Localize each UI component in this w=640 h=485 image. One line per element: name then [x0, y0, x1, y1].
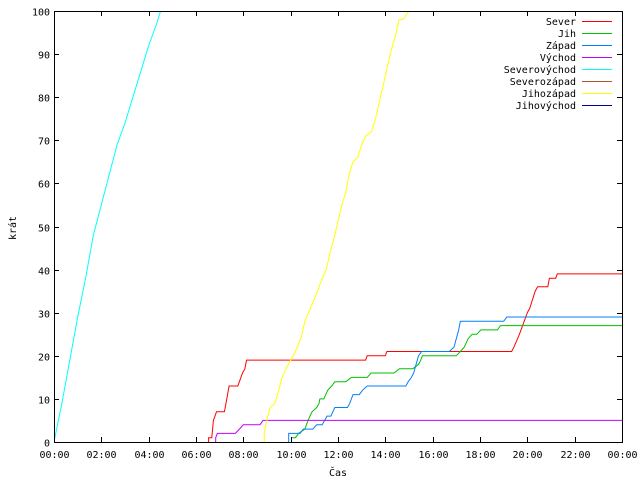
x-tick-label: 16:00 — [418, 450, 448, 461]
x-tick-label: 00:00 — [607, 450, 637, 461]
y-tick-label: 50 — [38, 224, 50, 235]
y-tick-label: 60 — [38, 180, 50, 191]
x-tick-label: 02:00 — [86, 450, 116, 461]
series-line-jih — [291, 325, 622, 442]
y-tick-label: 80 — [38, 94, 50, 105]
x-tick-label: 10:00 — [276, 450, 306, 461]
legend-label: Severozápad — [510, 76, 576, 88]
legend-label: Jihovýchod — [516, 100, 576, 112]
x-tick-label: 06:00 — [181, 450, 211, 461]
series-line-zapad — [288, 316, 622, 442]
legend-label: Západ — [546, 40, 576, 52]
legend: SeverJihZápadVýchodSeverovýchodSeverozáp… — [504, 17, 612, 112]
y-tick-label: 100 — [32, 8, 50, 19]
series-line-vychod — [215, 419, 622, 442]
legend-label: Jihozápad — [522, 88, 576, 100]
x-tick-label: 22:00 — [560, 450, 590, 461]
x-tick-label: 04:00 — [134, 450, 164, 461]
legend-label: Východ — [540, 52, 576, 64]
x-axis-label: Čas — [329, 466, 347, 479]
y-tick-label: 40 — [38, 267, 50, 278]
y-tick-label: 30 — [38, 310, 50, 321]
series-line-severovychod — [54, 11, 161, 442]
legend-label: Severovýchod — [504, 64, 576, 76]
y-axis-label: krát — [7, 216, 19, 240]
x-tick-label: 18:00 — [465, 450, 495, 461]
series-line-sever — [208, 273, 622, 442]
y-tick-label: 90 — [38, 51, 50, 62]
x-tick-label: 20:00 — [512, 450, 542, 461]
x-tick-label: 08:00 — [228, 450, 258, 461]
y-tick-label: 10 — [38, 396, 50, 407]
series-line-jihozapad — [263, 11, 410, 442]
y-tick-label: 20 — [38, 353, 50, 364]
series-layer — [54, 11, 622, 442]
axes-layer: 0 10 20 30 40 50 60 70 80 90 100 00:00 02:00 04:00 06:… — [32, 8, 638, 462]
x-tick-label: 14:00 — [370, 450, 400, 461]
y-tick-label: 70 — [38, 137, 50, 148]
x-tick-label: 00:00 — [39, 450, 69, 461]
legend-label: Jih — [558, 29, 576, 40]
legend-label: Sever — [546, 17, 576, 28]
x-tick-label: 12:00 — [323, 450, 353, 461]
y-tick-label: 0 — [44, 439, 50, 450]
